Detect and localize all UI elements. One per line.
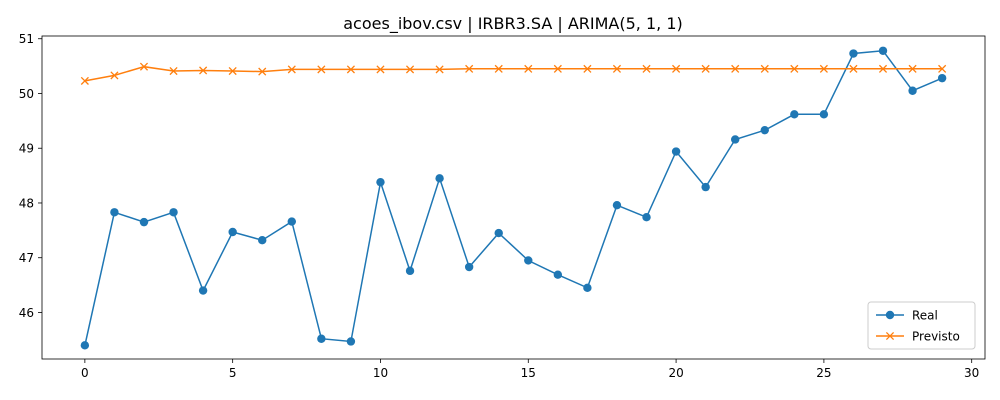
data-point-real (287, 217, 296, 226)
data-point-previsto (790, 64, 799, 73)
legend-entry-label: Real (912, 309, 938, 323)
data-point-real (878, 46, 888, 55)
data-point-previsto (80, 76, 89, 85)
data-point-previsto (908, 64, 917, 73)
legend-marker (885, 331, 895, 341)
data-point-real (169, 208, 178, 217)
x-tick-label: 15 (521, 366, 536, 380)
data-point-previsto (258, 67, 267, 76)
data-point-real (376, 177, 385, 187)
data-point-real (908, 86, 917, 95)
data-point-real (435, 174, 444, 183)
series-line-previsto (84, 65, 943, 82)
y-tick-label: 46 (19, 306, 34, 320)
legend: Real Previsto (867, 301, 976, 350)
data-point-real (612, 200, 622, 210)
y-tick-label: 51 (19, 32, 34, 46)
series-line-real (84, 50, 943, 346)
plot-area (80, 46, 947, 350)
data-point-real (790, 110, 799, 119)
data-point-previsto (110, 71, 119, 80)
data-point-real (139, 217, 149, 227)
data-point-previsto (405, 65, 415, 74)
data-point-previsto (376, 65, 385, 74)
chart-title: acoes_ibov.csv | IRBR3.SA | ARIMA(5, 1, … (343, 14, 683, 34)
x-tick-label: 10 (373, 366, 388, 380)
data-point-previsto (819, 64, 828, 73)
data-point-previsto (849, 64, 858, 73)
data-point-real (198, 286, 208, 295)
data-point-previsto (701, 64, 710, 73)
data-point-previsto (317, 65, 326, 74)
y-tick-label: 48 (19, 196, 34, 210)
data-point-previsto (287, 65, 296, 74)
data-point-real (642, 213, 651, 222)
data-point-previsto (731, 64, 740, 73)
data-point-real (524, 256, 533, 265)
data-point-previsto (199, 66, 208, 75)
x-tick-label: 25 (816, 366, 831, 380)
data-point-previsto (169, 66, 178, 76)
data-point-previsto (672, 64, 681, 73)
data-point-previsto (346, 65, 355, 74)
data-point-real (110, 208, 119, 217)
x-tick-label: 0 (81, 366, 89, 380)
x-tick-label: 20 (668, 366, 683, 380)
y-tick-label: 49 (19, 142, 34, 156)
y-tick-label: 47 (19, 251, 34, 265)
data-point-previsto (524, 64, 533, 73)
data-point-real (228, 227, 237, 237)
data-point-real (317, 334, 326, 343)
legend-box (867, 301, 976, 350)
data-point-previsto (612, 64, 622, 73)
legend-marker (885, 310, 895, 320)
data-point-real (937, 73, 947, 83)
series-real (80, 46, 947, 350)
data-point-previsto (139, 62, 149, 71)
data-point-previsto (553, 64, 562, 73)
axes: 0 5 10 15 20 25 30 46 47 48 49 50 51 (19, 32, 986, 380)
series-previsto (80, 62, 947, 85)
data-point-real (464, 262, 474, 272)
data-point-real (701, 182, 710, 192)
data-point-previsto (465, 64, 474, 73)
data-point-real (553, 270, 563, 279)
x-tick-label: 30 (964, 366, 979, 380)
data-point-previsto (938, 64, 947, 73)
data-point-real (346, 337, 356, 346)
data-point-real (760, 125, 769, 135)
data-point-previsto (583, 64, 592, 73)
data-point-real (849, 49, 858, 58)
legend-entry-label: Previsto (912, 330, 960, 344)
data-point-previsto (494, 64, 503, 73)
data-point-real (258, 236, 267, 245)
data-point-previsto (435, 65, 444, 74)
data-point-previsto (642, 64, 651, 73)
data-point-previsto (228, 66, 237, 76)
data-point-previsto (878, 64, 888, 73)
y-tick-label: 50 (19, 87, 34, 101)
data-point-real (671, 147, 681, 156)
data-point-previsto (760, 64, 769, 73)
data-point-real (819, 110, 829, 119)
data-point-real (80, 341, 90, 350)
x-tick-label: 5 (229, 366, 237, 380)
data-point-real (583, 283, 592, 293)
axes-frame (41, 35, 986, 360)
data-point-real (731, 135, 740, 144)
data-point-real (494, 228, 503, 238)
data-point-real (405, 266, 415, 276)
